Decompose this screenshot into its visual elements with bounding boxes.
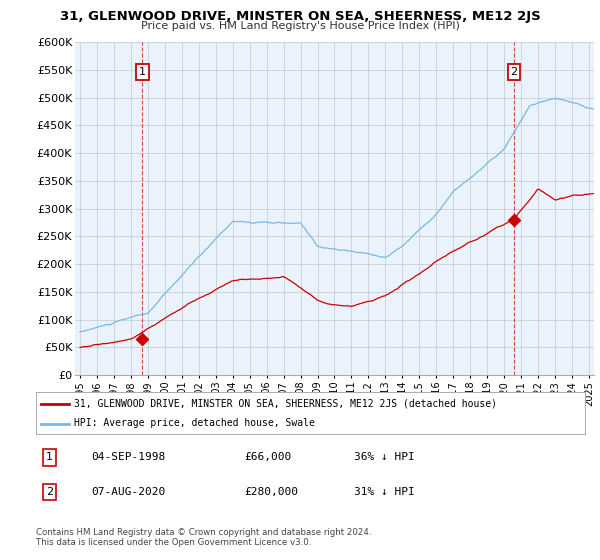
Text: 31, GLENWOOD DRIVE, MINSTER ON SEA, SHEERNESS, ME12 2JS (detached house): 31, GLENWOOD DRIVE, MINSTER ON SEA, SHEE…	[74, 399, 497, 409]
Text: 1: 1	[46, 452, 53, 463]
Text: HPI: Average price, detached house, Swale: HPI: Average price, detached house, Swal…	[74, 418, 316, 428]
Text: Contains HM Land Registry data © Crown copyright and database right 2024.
This d: Contains HM Land Registry data © Crown c…	[36, 528, 371, 547]
Text: £66,000: £66,000	[245, 452, 292, 463]
Text: 36% ↓ HPI: 36% ↓ HPI	[355, 452, 415, 463]
Text: 2: 2	[511, 67, 518, 77]
Text: 1: 1	[139, 67, 146, 77]
Text: 31, GLENWOOD DRIVE, MINSTER ON SEA, SHEERNESS, ME12 2JS: 31, GLENWOOD DRIVE, MINSTER ON SEA, SHEE…	[59, 10, 541, 22]
Text: 04-SEP-1998: 04-SEP-1998	[91, 452, 165, 463]
Text: 31% ↓ HPI: 31% ↓ HPI	[355, 487, 415, 497]
Text: £280,000: £280,000	[245, 487, 299, 497]
Text: 07-AUG-2020: 07-AUG-2020	[91, 487, 165, 497]
Text: 2: 2	[46, 487, 53, 497]
Text: Price paid vs. HM Land Registry's House Price Index (HPI): Price paid vs. HM Land Registry's House …	[140, 21, 460, 31]
